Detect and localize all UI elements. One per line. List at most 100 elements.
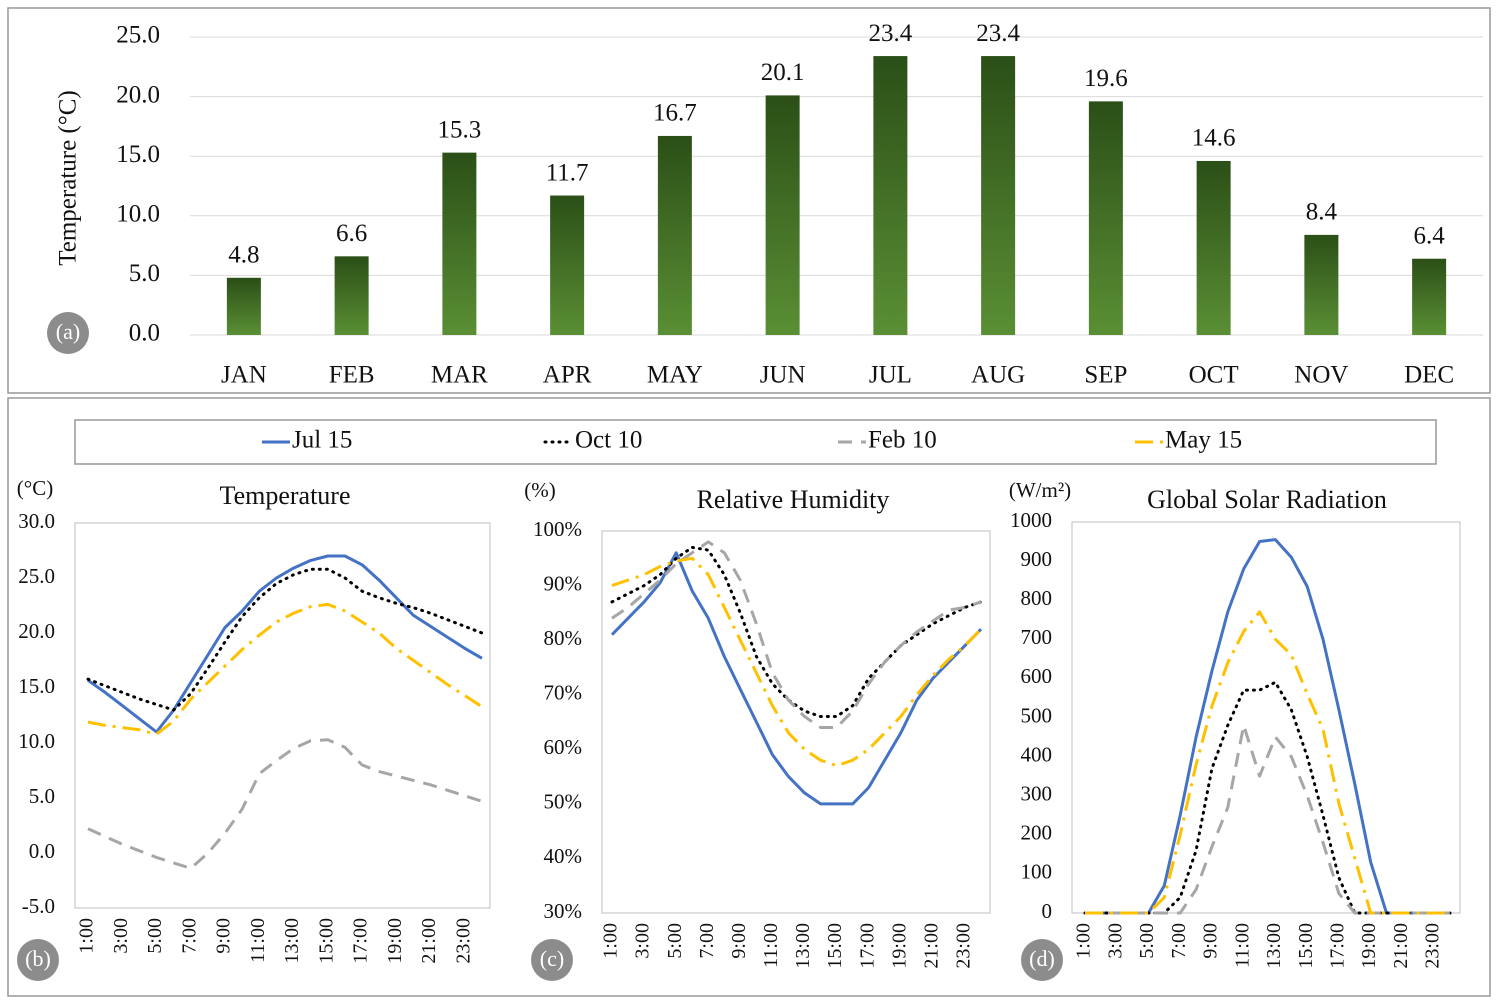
x-tick-label: APR (543, 362, 592, 389)
x-tick-label: SEP (1084, 362, 1127, 389)
series-line (1085, 610, 1450, 915)
x-tick-label: 23:00 (953, 923, 975, 969)
legend-frame (74, 419, 1437, 465)
x-tick-label: 3:00 (632, 923, 654, 959)
x-tick-label: 5:00 (144, 918, 166, 954)
x-tick-label: 15:00 (315, 918, 337, 964)
y-tick-label: 20.0 (116, 81, 160, 108)
y-tick-label: 0.0 (29, 839, 55, 863)
x-tick-label: 21:00 (418, 918, 440, 964)
x-tick-label: DEC (1404, 362, 1454, 389)
y-unit-label: (W/m²) (1009, 478, 1071, 502)
x-tick-label: 5:00 (1136, 923, 1158, 959)
chart-title: Relative Humidity (697, 485, 890, 514)
y-tick-label: 500 (1021, 703, 1053, 727)
y-tick-label: 5.0 (129, 260, 160, 287)
x-tick-label: AUG (971, 362, 1025, 389)
y-axis-label: Temperature (°C) (55, 90, 82, 266)
y-tick-label: 20.0 (18, 619, 55, 643)
y-tick-label: 100 (1021, 860, 1053, 884)
x-tick-label: 9:00 (1200, 923, 1222, 959)
data-label: 11.7 (546, 159, 589, 186)
x-tick-label: 19:00 (1358, 923, 1380, 969)
series-line (1085, 723, 1450, 915)
legend-label: Jul 15 (292, 427, 352, 454)
series-line (87, 554, 483, 734)
series-line (87, 602, 483, 736)
y-tick-label: 60% (544, 735, 583, 759)
y-tick-label: 30.0 (18, 509, 55, 533)
y-tick-label: 25.0 (116, 22, 160, 49)
y-tick-label: 80% (544, 626, 583, 650)
data-label: 4.8 (228, 242, 259, 269)
y-tick-label: 50% (544, 790, 583, 814)
x-tick-label: 23:00 (452, 918, 474, 964)
x-tick-label: 15:00 (1295, 923, 1317, 969)
bar (981, 56, 1016, 336)
legend-label: Oct 10 (575, 427, 642, 454)
y-tick-label: 400 (1021, 742, 1053, 766)
x-tick-label: 17:00 (350, 918, 372, 964)
x-tick-label: 13:00 (1263, 923, 1285, 969)
plot-frame (601, 530, 991, 914)
x-tick-label: 5:00 (664, 923, 686, 959)
x-tick-label: JUN (760, 362, 806, 389)
x-tick-label: 19:00 (888, 923, 910, 969)
y-tick-label: 10.0 (116, 201, 160, 228)
bar (1088, 101, 1123, 335)
series-line (611, 556, 983, 768)
bar (1412, 258, 1447, 335)
panel-badge (1021, 939, 1063, 981)
data-label: 6.4 (1414, 222, 1446, 249)
legend-label: Feb 10 (868, 427, 937, 454)
plot-frame (1071, 521, 1461, 914)
x-tick-label: JUL (869, 362, 912, 389)
bar (550, 195, 585, 335)
data-label: 23.4 (976, 20, 1020, 47)
x-tick-label: 21:00 (1390, 923, 1412, 969)
y-tick-label: 0 (1042, 899, 1053, 923)
x-tick-label: 23:00 (1422, 923, 1444, 969)
x-tick-label: 11:00 (760, 923, 782, 968)
data-label: 6.6 (336, 220, 367, 247)
series-line (610, 551, 983, 806)
bar (1304, 234, 1339, 335)
chart-title: Temperature (220, 481, 351, 510)
y-tick-label: 25.0 (18, 564, 55, 588)
x-tick-label: 9:00 (728, 923, 750, 959)
chart-title: Global Solar Radiation (1147, 485, 1387, 514)
y-unit-label: (°C) (17, 476, 53, 500)
bar (765, 95, 800, 336)
y-tick-label: 200 (1021, 821, 1053, 845)
x-tick-label: 1:00 (76, 918, 98, 954)
bar (226, 277, 261, 335)
bar (334, 256, 369, 335)
y-tick-label: 1000 (1010, 508, 1052, 532)
x-tick-label: MAR (431, 362, 488, 389)
series-line (1083, 680, 1452, 915)
y-tick-label: 40% (544, 844, 583, 868)
y-tick-label: 800 (1021, 586, 1053, 610)
x-tick-label: 13:00 (281, 918, 303, 964)
panel-label: (c) (540, 946, 564, 971)
series-line (87, 738, 483, 870)
x-tick-label: 15:00 (824, 923, 846, 969)
y-tick-label: 900 (1021, 547, 1053, 571)
x-tick-label: 1:00 (1073, 923, 1095, 959)
y-unit-label: (%) (524, 478, 555, 502)
y-tick-label: 10.0 (18, 729, 55, 753)
x-tick-label: 3:00 (1104, 923, 1126, 959)
y-tick-label: 600 (1021, 664, 1053, 688)
x-tick-label: OCT (1189, 362, 1239, 389)
series-line (611, 540, 982, 729)
x-tick-label: FEB (329, 362, 375, 389)
panel-badge (17, 939, 59, 981)
bar (442, 152, 477, 335)
data-label: 8.4 (1306, 199, 1338, 226)
panel-label: (b) (25, 946, 51, 971)
x-tick-label: 1:00 (600, 923, 622, 959)
y-tick-label: 90% (544, 571, 583, 595)
x-tick-label: 7:00 (178, 918, 200, 954)
legend-label: May 15 (1165, 427, 1242, 454)
